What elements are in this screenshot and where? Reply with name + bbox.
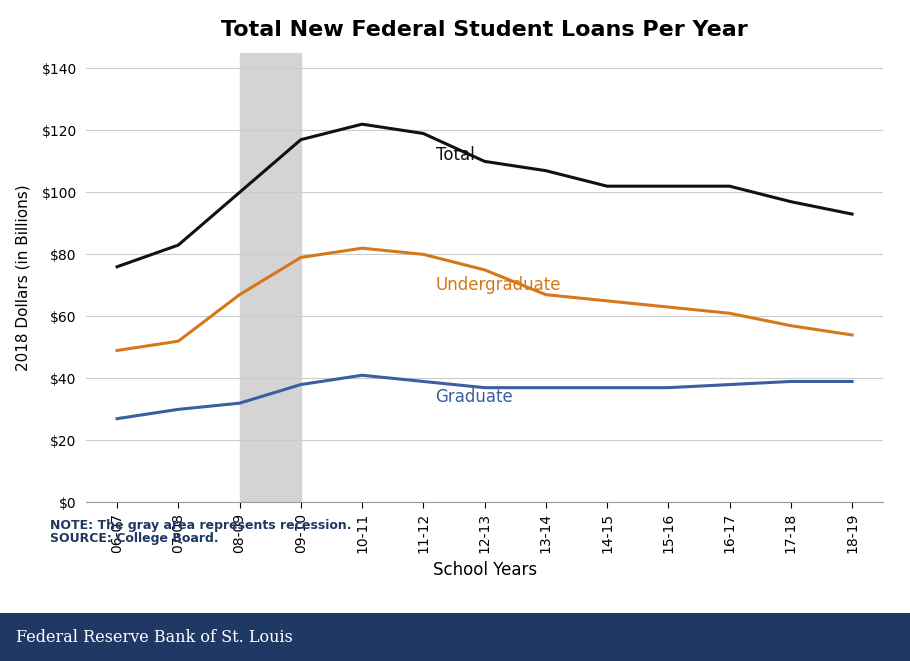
Title: Total New Federal Student Loans Per Year: Total New Federal Student Loans Per Year xyxy=(221,20,748,40)
X-axis label: School Years: School Years xyxy=(432,561,537,580)
Text: Graduate: Graduate xyxy=(436,388,513,406)
Text: Federal Reserve Bank of St. Louis: Federal Reserve Bank of St. Louis xyxy=(16,629,293,646)
Bar xyxy=(239,53,301,502)
Text: NOTE: The gray area represents recession.: NOTE: The gray area represents recession… xyxy=(50,519,351,532)
Text: SOURCE: College Board.: SOURCE: College Board. xyxy=(50,532,218,545)
Text: Undergraduate: Undergraduate xyxy=(436,276,561,294)
Y-axis label: 2018 Dollars (in Billions): 2018 Dollars (in Billions) xyxy=(15,184,30,371)
Text: Total: Total xyxy=(436,146,474,164)
